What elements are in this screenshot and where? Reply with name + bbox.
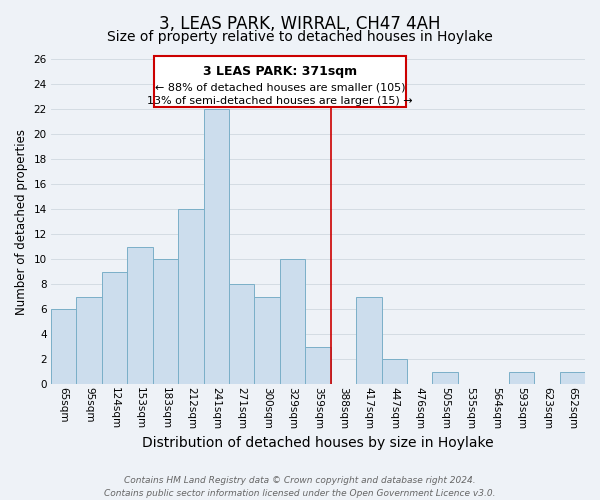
Bar (560, 372, 585, 384)
Y-axis label: Number of detached properties: Number of detached properties (15, 129, 28, 315)
Bar (203, 110, 229, 384)
Bar (305, 346, 331, 384)
Text: 3, LEAS PARK, WIRRAL, CH47 4AH: 3, LEAS PARK, WIRRAL, CH47 4AH (159, 15, 441, 33)
Text: 3 LEAS PARK: 371sqm: 3 LEAS PARK: 371sqm (203, 65, 357, 78)
Text: 13% of semi-detached houses are larger (15) →: 13% of semi-detached houses are larger (… (147, 96, 413, 106)
Bar (356, 296, 382, 384)
X-axis label: Distribution of detached houses by size in Hoylake: Distribution of detached houses by size … (142, 436, 494, 450)
FancyBboxPatch shape (154, 56, 406, 107)
Bar (51, 309, 76, 384)
Text: ← 88% of detached houses are smaller (105): ← 88% of detached houses are smaller (10… (155, 82, 405, 92)
Text: Size of property relative to detached houses in Hoylake: Size of property relative to detached ho… (107, 30, 493, 44)
Bar (433, 372, 458, 384)
Bar (509, 372, 534, 384)
Text: Contains HM Land Registry data © Crown copyright and database right 2024.
Contai: Contains HM Land Registry data © Crown c… (104, 476, 496, 498)
Bar (102, 272, 127, 384)
Bar (76, 296, 102, 384)
Bar (127, 247, 152, 384)
Bar (178, 210, 203, 384)
Bar (152, 260, 178, 384)
Bar (382, 359, 407, 384)
Bar (280, 260, 305, 384)
Bar (229, 284, 254, 384)
Bar (254, 296, 280, 384)
